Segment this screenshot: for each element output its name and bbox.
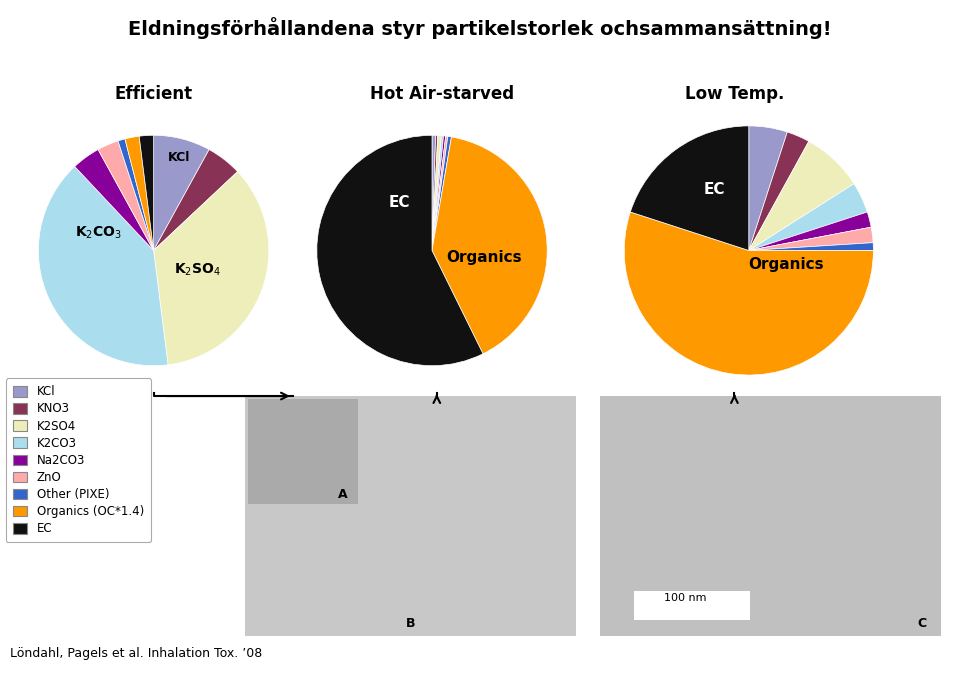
Wedge shape — [749, 183, 867, 250]
Wedge shape — [98, 141, 154, 250]
Text: Hot Air-starved: Hot Air-starved — [370, 85, 514, 103]
Wedge shape — [432, 137, 547, 354]
Text: Low Temp.: Low Temp. — [684, 85, 784, 103]
Wedge shape — [432, 135, 436, 250]
Wedge shape — [631, 126, 749, 250]
Text: Efficient: Efficient — [114, 85, 193, 103]
Text: Eldningsförhållandena styr partikelstorlek ochsammansättning!: Eldningsförhållandena styr partikelstorl… — [129, 17, 831, 39]
Wedge shape — [432, 135, 444, 250]
Text: Organics: Organics — [749, 257, 824, 272]
Wedge shape — [749, 141, 854, 250]
FancyBboxPatch shape — [635, 591, 750, 619]
Wedge shape — [624, 212, 874, 375]
Wedge shape — [432, 136, 451, 250]
Text: C: C — [917, 617, 926, 630]
Wedge shape — [317, 135, 483, 366]
Text: EC: EC — [389, 195, 411, 210]
Wedge shape — [749, 227, 874, 250]
Wedge shape — [75, 150, 154, 250]
Wedge shape — [118, 139, 154, 250]
Text: Löndahl, Pagels et al. Inhalation Tox. ’08: Löndahl, Pagels et al. Inhalation Tox. ’… — [10, 647, 262, 660]
Wedge shape — [154, 135, 209, 250]
Text: K$_2$CO$_3$: K$_2$CO$_3$ — [75, 225, 122, 241]
Wedge shape — [432, 135, 442, 250]
Wedge shape — [432, 135, 438, 250]
Wedge shape — [125, 136, 154, 250]
Wedge shape — [38, 167, 168, 366]
Wedge shape — [432, 136, 445, 250]
Text: 100 nm: 100 nm — [664, 593, 707, 603]
Wedge shape — [432, 136, 448, 250]
Wedge shape — [154, 172, 269, 365]
Text: EC: EC — [703, 182, 725, 198]
Legend: KCl, KNO3, K2SO4, K2CO3, Na2CO3, ZnO, Other (PIXE), Organics (OC*1.4), EC: KCl, KNO3, K2SO4, K2CO3, Na2CO3, ZnO, Ot… — [6, 378, 151, 542]
Text: KCl: KCl — [168, 151, 190, 164]
Text: A: A — [338, 488, 348, 501]
Wedge shape — [749, 132, 809, 250]
Wedge shape — [749, 126, 787, 250]
Text: B: B — [406, 617, 415, 630]
Wedge shape — [139, 135, 154, 250]
Text: K$_2$SO$_4$: K$_2$SO$_4$ — [174, 261, 221, 278]
Wedge shape — [749, 212, 871, 250]
Wedge shape — [749, 242, 874, 250]
Text: Organics: Organics — [446, 250, 521, 265]
Wedge shape — [154, 150, 237, 250]
